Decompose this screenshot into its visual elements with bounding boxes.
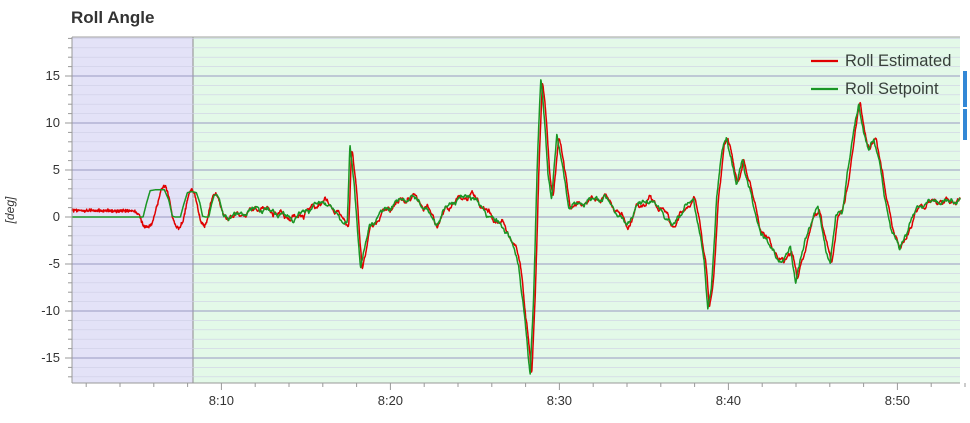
svg-text:8:30: 8:30 xyxy=(547,393,572,408)
svg-text:8:40: 8:40 xyxy=(716,393,741,408)
svg-text:Roll Estimated: Roll Estimated xyxy=(845,52,951,70)
svg-text:-15: -15 xyxy=(41,350,60,365)
svg-text:5: 5 xyxy=(53,162,60,177)
svg-text:0: 0 xyxy=(53,209,60,224)
svg-text:Roll Setpoint: Roll Setpoint xyxy=(845,80,939,98)
svg-text:-5: -5 xyxy=(48,256,60,271)
svg-text:10: 10 xyxy=(46,115,60,130)
svg-text:8:20: 8:20 xyxy=(378,393,403,408)
svg-text:15: 15 xyxy=(46,68,60,83)
svg-text:[deg]: [deg] xyxy=(3,196,17,224)
svg-text:8:50: 8:50 xyxy=(885,393,910,408)
svg-text:-10: -10 xyxy=(41,303,60,318)
svg-text:8:10: 8:10 xyxy=(209,393,234,408)
